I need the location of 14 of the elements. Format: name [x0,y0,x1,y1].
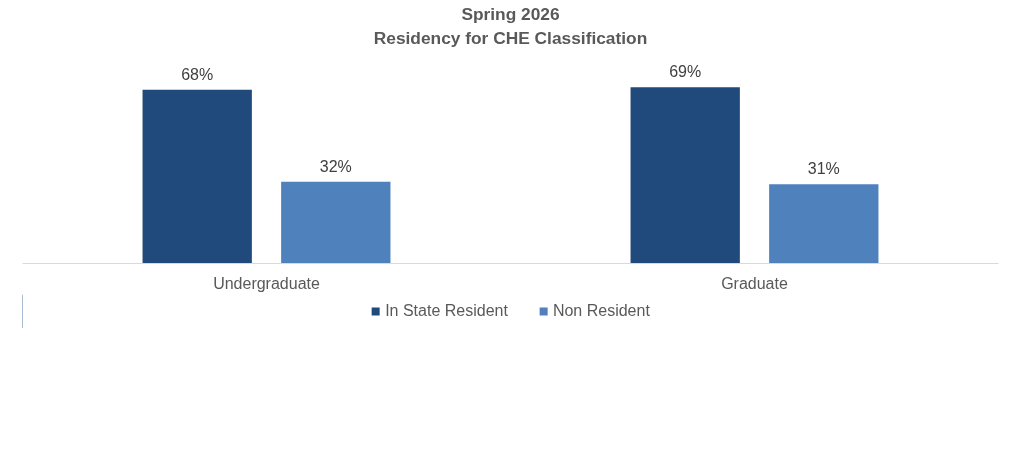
x-tick-label: Undergraduate [213,274,320,292]
bar [769,184,879,264]
bar [142,89,252,264]
x-tick-label: Graduate [721,274,788,292]
legend-label: Non Resident [552,302,650,320]
data-label: 32% [319,157,352,175]
legend-label: In State Resident [385,302,508,320]
data-label: 68% [181,65,214,83]
data-label: 69% [669,63,702,81]
bar [630,87,740,264]
bar [281,181,391,264]
chart-title: Spring 2026 [461,3,560,24]
data-label: 31% [807,160,840,178]
chart-subtitle: Residency for CHE Classification [373,27,648,48]
